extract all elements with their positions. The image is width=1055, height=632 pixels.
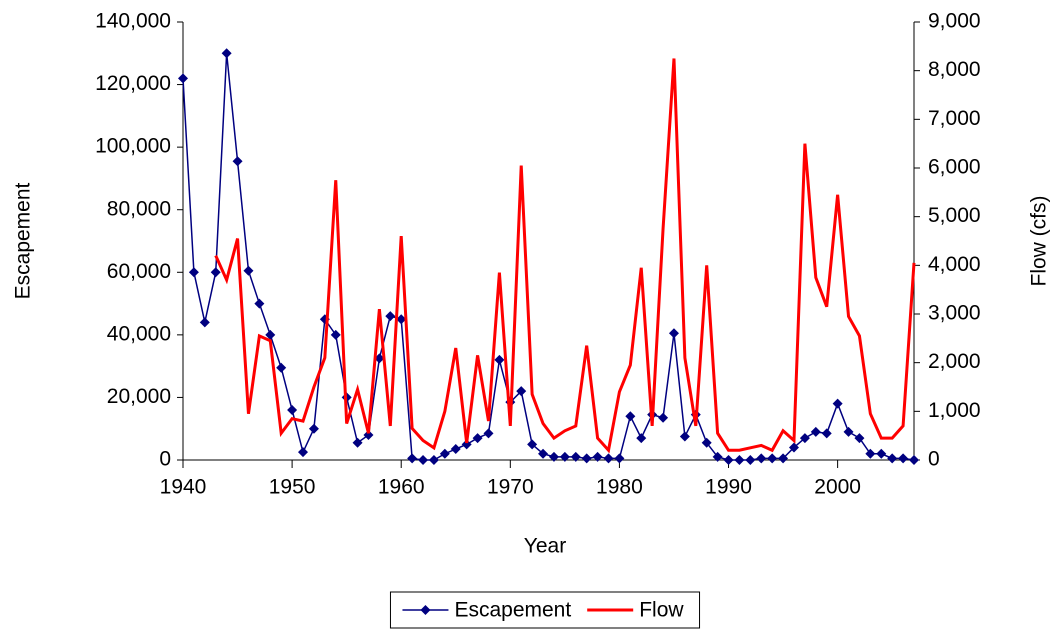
point	[821, 428, 832, 439]
point	[527, 439, 538, 450]
legend-marker	[420, 605, 431, 615]
point	[668, 328, 679, 339]
point	[385, 311, 396, 322]
y-tick-label: 20,000	[107, 385, 171, 408]
y-tick-label: 100,000	[95, 135, 171, 158]
point	[538, 448, 549, 459]
x-tick-label: 1950	[269, 476, 316, 499]
series-line	[214, 58, 916, 454]
point	[188, 267, 199, 278]
point	[854, 433, 865, 444]
point	[210, 267, 221, 278]
y2-tick-label: 0	[928, 448, 940, 471]
point	[658, 412, 669, 423]
point	[887, 453, 898, 464]
point	[199, 317, 210, 328]
point	[767, 453, 778, 464]
point	[603, 453, 614, 464]
y2-tick-label: 8,000	[928, 58, 981, 81]
point	[756, 453, 767, 464]
point	[363, 429, 374, 440]
point	[407, 453, 418, 464]
point	[898, 453, 909, 464]
y2-axis-title: Flow (cfs)	[1028, 196, 1051, 287]
point	[734, 455, 745, 465]
point	[788, 442, 799, 453]
point	[636, 433, 647, 444]
point	[614, 453, 625, 464]
point	[799, 433, 810, 444]
point	[778, 453, 789, 464]
point	[330, 329, 341, 340]
point	[832, 398, 843, 409]
point	[712, 451, 723, 462]
point	[276, 362, 287, 373]
legend-label: Escapement	[454, 599, 571, 622]
point	[232, 156, 243, 167]
point	[876, 448, 887, 459]
y-tick-label: 80,000	[107, 197, 171, 220]
point	[221, 48, 232, 59]
point	[298, 447, 309, 458]
point	[548, 451, 559, 462]
x-tick-label: 1980	[596, 476, 643, 499]
point	[701, 437, 712, 448]
y2-tick-label: 7,000	[928, 107, 981, 130]
point	[461, 439, 472, 450]
x-axis-title: Year	[524, 535, 566, 558]
series-line	[182, 53, 915, 461]
y-tick-label: 120,000	[95, 72, 171, 95]
y2-tick-label: 6,000	[928, 156, 981, 179]
point	[450, 444, 461, 455]
point	[581, 453, 592, 464]
point	[352, 437, 363, 448]
point	[243, 265, 254, 276]
point	[439, 448, 450, 459]
point	[265, 329, 276, 340]
y-tick-label: 140,000	[95, 10, 171, 33]
y2-tick-label: 2,000	[928, 350, 981, 373]
point	[592, 451, 603, 462]
point	[810, 426, 821, 437]
point	[308, 423, 319, 434]
x-tick-label: 1990	[705, 476, 752, 499]
point	[559, 451, 570, 462]
legend-label: Flow	[639, 599, 684, 622]
point	[745, 455, 756, 465]
point	[178, 73, 188, 84]
legend: Escapement Flow	[389, 591, 701, 629]
x-tick-label: 1960	[378, 476, 425, 499]
y2-tick-label: 4,000	[928, 253, 981, 276]
y-tick-label: 40,000	[107, 322, 171, 345]
point	[374, 353, 385, 364]
point	[843, 426, 854, 437]
point	[494, 354, 505, 365]
point	[516, 386, 527, 397]
x-tick-label: 1970	[487, 476, 534, 499]
point	[396, 314, 407, 325]
point	[865, 448, 876, 459]
point	[909, 455, 919, 465]
point	[472, 433, 483, 444]
y2-tick-label: 1,000	[928, 399, 981, 422]
y2-tick-label: 5,000	[928, 204, 981, 227]
point	[418, 455, 429, 465]
x-tick-label: 2000	[814, 476, 861, 499]
y2-tick-label: 3,000	[928, 302, 981, 325]
y2-tick-label: 9,000	[928, 10, 981, 33]
point	[254, 298, 265, 309]
point	[570, 451, 581, 462]
point	[723, 455, 734, 465]
y-tick-label: 0	[159, 448, 171, 471]
point	[483, 428, 494, 439]
x-tick-label: 1940	[160, 476, 207, 499]
point	[287, 404, 298, 415]
y-axis-title: Escapement	[12, 182, 35, 299]
point	[625, 411, 636, 422]
point	[428, 455, 439, 465]
y-tick-label: 60,000	[107, 260, 171, 283]
point	[679, 431, 690, 442]
